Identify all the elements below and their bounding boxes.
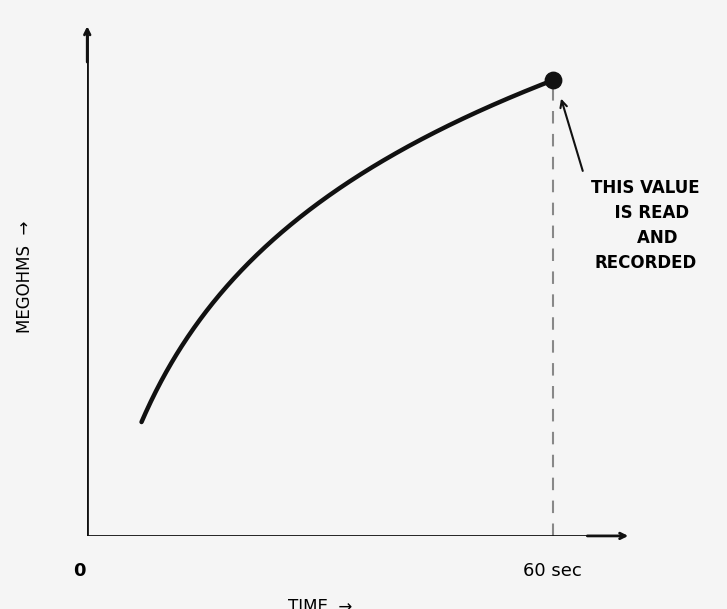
Text: MEGOHMS  →: MEGOHMS → <box>16 221 34 333</box>
Text: 0: 0 <box>73 561 86 580</box>
Text: THIS VALUE
  IS READ
    AND
RECORDED: THIS VALUE IS READ AND RECORDED <box>591 179 700 272</box>
Point <box>547 76 558 85</box>
Text: TIME  →: TIME → <box>288 598 352 609</box>
Text: 60 sec: 60 sec <box>523 561 582 580</box>
